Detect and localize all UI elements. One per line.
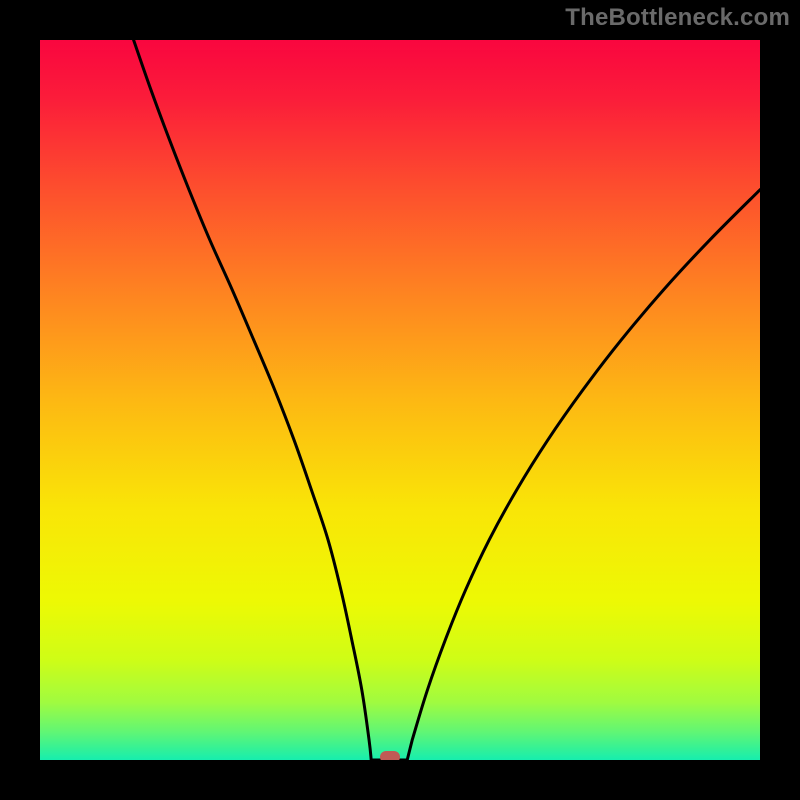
optimal-point-marker — [380, 751, 400, 760]
bottleneck-curve — [40, 40, 760, 760]
chart-frame: TheBottleneck.com — [0, 0, 800, 800]
watermark-text: TheBottleneck.com — [565, 4, 790, 32]
plot-area — [40, 40, 760, 760]
